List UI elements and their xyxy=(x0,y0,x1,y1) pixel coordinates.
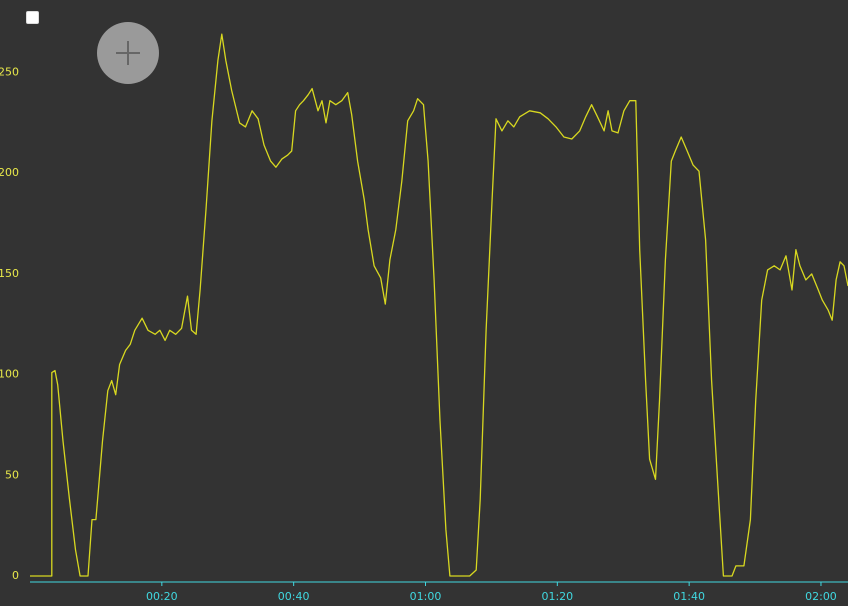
line-series xyxy=(30,33,848,577)
x-tick-label: 00:40 xyxy=(278,590,310,603)
y-tick-label: 0 xyxy=(12,569,19,582)
y-tick-label: 150 xyxy=(0,267,19,280)
y-tick-label: 100 xyxy=(0,368,19,381)
x-tick-label: 01:20 xyxy=(541,590,573,603)
x-tick-label: 01:00 xyxy=(410,590,442,603)
plus-icon xyxy=(116,41,140,65)
x-tick-label: 02:00 xyxy=(805,590,837,603)
x-tick-label: 00:20 xyxy=(146,590,178,603)
x-tick-label: 01:40 xyxy=(673,590,705,603)
add-button[interactable] xyxy=(97,22,159,84)
checkbox[interactable] xyxy=(26,11,39,24)
y-tick-label: 250 xyxy=(0,66,19,79)
y-tick-label: 200 xyxy=(0,166,19,179)
y-tick-label: 50 xyxy=(5,468,19,481)
